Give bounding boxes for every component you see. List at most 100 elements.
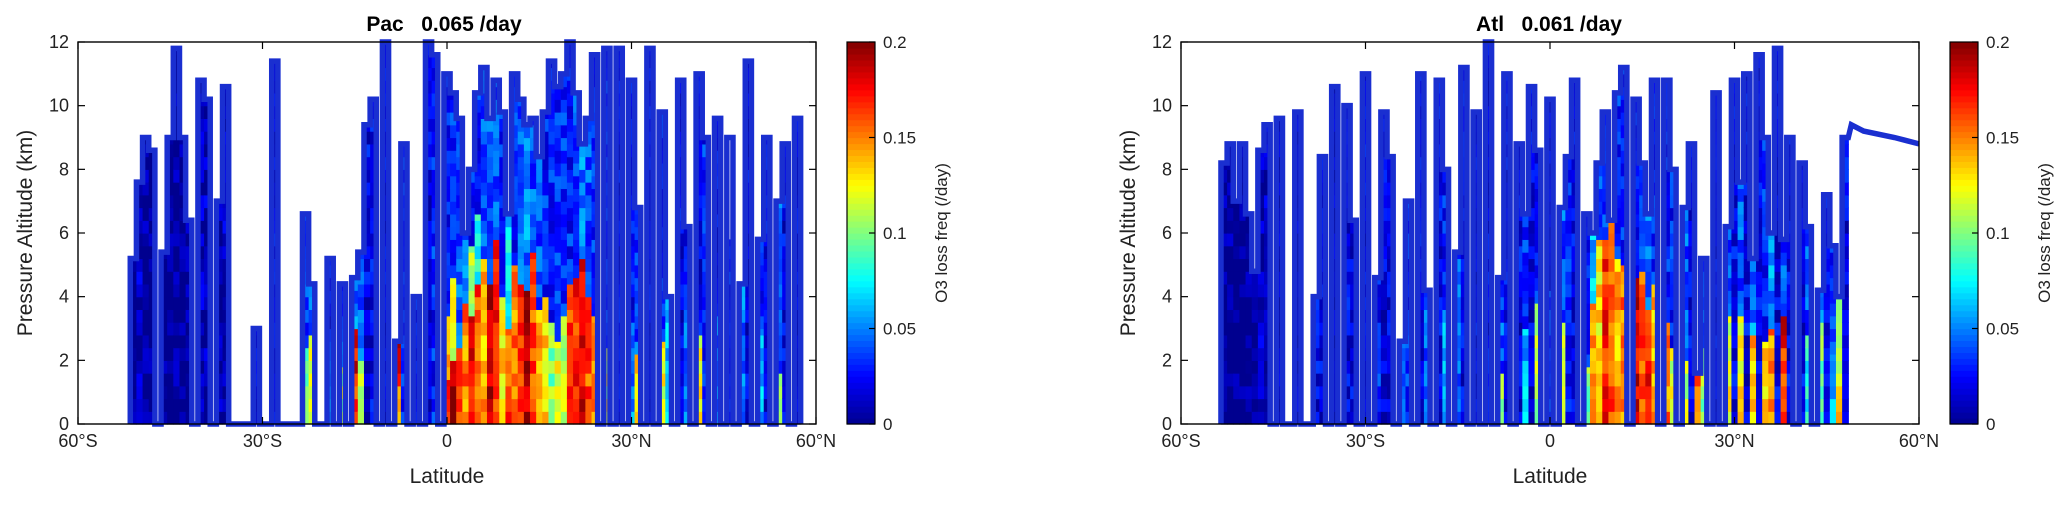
- pacific-heat-cell: [351, 315, 359, 330]
- atlantic-heat-cell: [1473, 398, 1480, 412]
- pacific-heat-cell: [450, 360, 457, 374]
- atlantic-colorbar-swatch: [1950, 203, 1978, 210]
- atlantic-heat-cell: [1380, 233, 1388, 247]
- atlantic-heat-cell: [1780, 360, 1788, 374]
- pacific-heat-cell: [523, 296, 531, 310]
- pacific-heat-cell: [499, 169, 507, 183]
- pacific-heat-cell: [271, 283, 279, 298]
- atlantic-heat-cell: [1387, 385, 1394, 400]
- pacific-heat-cell: [450, 201, 457, 215]
- pacific-heat-cell: [757, 277, 765, 291]
- pacific-heat-cell: [499, 220, 507, 234]
- atlantic-heat-cell: [1835, 334, 1843, 349]
- pacific-heat-cell: [579, 283, 586, 298]
- pacific-colorbar-swatch: [847, 137, 875, 145]
- atlantic-heat-cell: [1620, 86, 1628, 100]
- atlantic-heat-cell: [1571, 334, 1579, 349]
- atlantic-heat-cell: [1362, 347, 1370, 361]
- atlantic-heat-cell: [1737, 347, 1745, 361]
- pacific-heat-cell: [185, 296, 193, 310]
- pacific-heat-cell: [142, 169, 150, 183]
- pacific-heat-cell: [493, 175, 500, 190]
- atlantic-heat-cell: [1565, 385, 1573, 400]
- atlantic-heat-cell: [1608, 220, 1616, 234]
- atlantic-heat-cell: [1294, 194, 1302, 209]
- pacific-heat-cell: [443, 328, 451, 342]
- atlantic-heat-cell: [1817, 290, 1825, 298]
- pacific-heat-cell: [431, 169, 439, 183]
- atlantic-heat-cell: [1380, 118, 1388, 132]
- atlantic-heat-cell: [1436, 80, 1443, 94]
- atlantic-plot-area: [1218, 39, 1920, 427]
- pacific-heat-cell: [486, 258, 494, 272]
- atlantic-heat-cell: [1460, 283, 1468, 298]
- pacific-heat-cell: [548, 80, 556, 94]
- atlantic-heat-cell: [1565, 233, 1573, 247]
- atlantic-heat-cell: [1220, 309, 1228, 323]
- atlantic-heat-cell: [1651, 283, 1659, 298]
- pacific-heat-cell: [493, 245, 500, 260]
- atlantic-x-tick-label: 60°S: [1161, 431, 1200, 451]
- pacific-heat-cell: [382, 258, 390, 272]
- pacific-heat-cell: [776, 398, 783, 412]
- atlantic-heat-cell: [1669, 322, 1677, 336]
- pacific-heat-cell: [757, 264, 765, 279]
- pacific-heat-cell: [677, 233, 685, 247]
- pacific-heat-cell: [548, 322, 556, 336]
- atlantic-heat-cell: [1663, 411, 1671, 425]
- pacific-heat-cell: [302, 233, 310, 247]
- pacific-x-tick-label: 0: [442, 431, 452, 451]
- atlantic-heat-cell: [1817, 385, 1825, 400]
- pacific-heat-cell: [585, 283, 593, 298]
- atlantic-heat-cell: [1663, 258, 1671, 272]
- pacific-heat-cell: [425, 105, 433, 119]
- pacific-heat-cell: [357, 411, 365, 425]
- atlantic-heat-cell: [1503, 143, 1511, 158]
- pacific-colorbar-swatch: [847, 406, 875, 413]
- pacific-heat-cell: [530, 118, 537, 126]
- pacific-heat-cell: [425, 169, 433, 183]
- atlantic-heat-cell: [1516, 360, 1523, 374]
- pacific-heat-cell: [357, 347, 365, 361]
- pacific-heat-cell: [456, 296, 463, 310]
- atlantic-colorbar-swatch: [1950, 113, 1978, 121]
- pacific-heat-cell: [382, 283, 390, 298]
- pacific-heat-cell: [363, 194, 371, 209]
- atlantic-heat-cell: [1380, 156, 1388, 170]
- atlantic-heat-cell: [1731, 245, 1739, 260]
- atlantic-heat-cell: [1633, 137, 1640, 151]
- atlantic-heat-cell: [1343, 220, 1351, 234]
- atlantic-heat-cell: [1503, 334, 1511, 349]
- atlantic-heat-cell: [1454, 283, 1462, 298]
- pacific-heat-cell: [523, 226, 531, 240]
- pacific-heat-cell: [573, 112, 580, 126]
- pacific-heat-cell: [573, 296, 580, 310]
- atlantic-heat-cell: [1546, 373, 1554, 387]
- atlantic-heat-cell: [1639, 220, 1646, 234]
- pacific-heat-cell: [646, 334, 654, 349]
- pacific-heat-cell: [579, 220, 586, 234]
- pacific-heat-cell: [382, 169, 390, 183]
- pacific-heat-cell: [450, 162, 457, 177]
- atlantic-heat-cell: [1731, 296, 1739, 310]
- atlantic-heat-cell: [1571, 131, 1579, 145]
- atlantic-heat-cell: [1257, 182, 1265, 196]
- atlantic-heat-cell: [1436, 169, 1443, 183]
- pacific-heat-cell: [548, 92, 556, 107]
- pacific-heat-cell: [677, 334, 685, 349]
- pacific-heat-cell: [530, 334, 537, 349]
- pacific-heat-cell: [603, 245, 611, 260]
- atlantic-heat-cell: [1743, 194, 1751, 209]
- pacific-heat-cell: [351, 277, 359, 291]
- atlantic-heat-cell: [1620, 99, 1628, 113]
- pacific-heat-cell: [591, 411, 599, 425]
- atlantic-heat-cell: [1423, 296, 1431, 310]
- pacific-heat-cell: [573, 322, 580, 336]
- pacific-heat-cell: [271, 398, 279, 412]
- pacific-heat-cell: [148, 283, 156, 298]
- pacific-heat-cell: [474, 175, 482, 190]
- pacific-heat-cell: [382, 105, 390, 119]
- atlantic-heat-cell: [1343, 322, 1351, 336]
- atlantic-heat-cell: [1823, 360, 1831, 374]
- atlantic-heat-cell: [1571, 80, 1579, 94]
